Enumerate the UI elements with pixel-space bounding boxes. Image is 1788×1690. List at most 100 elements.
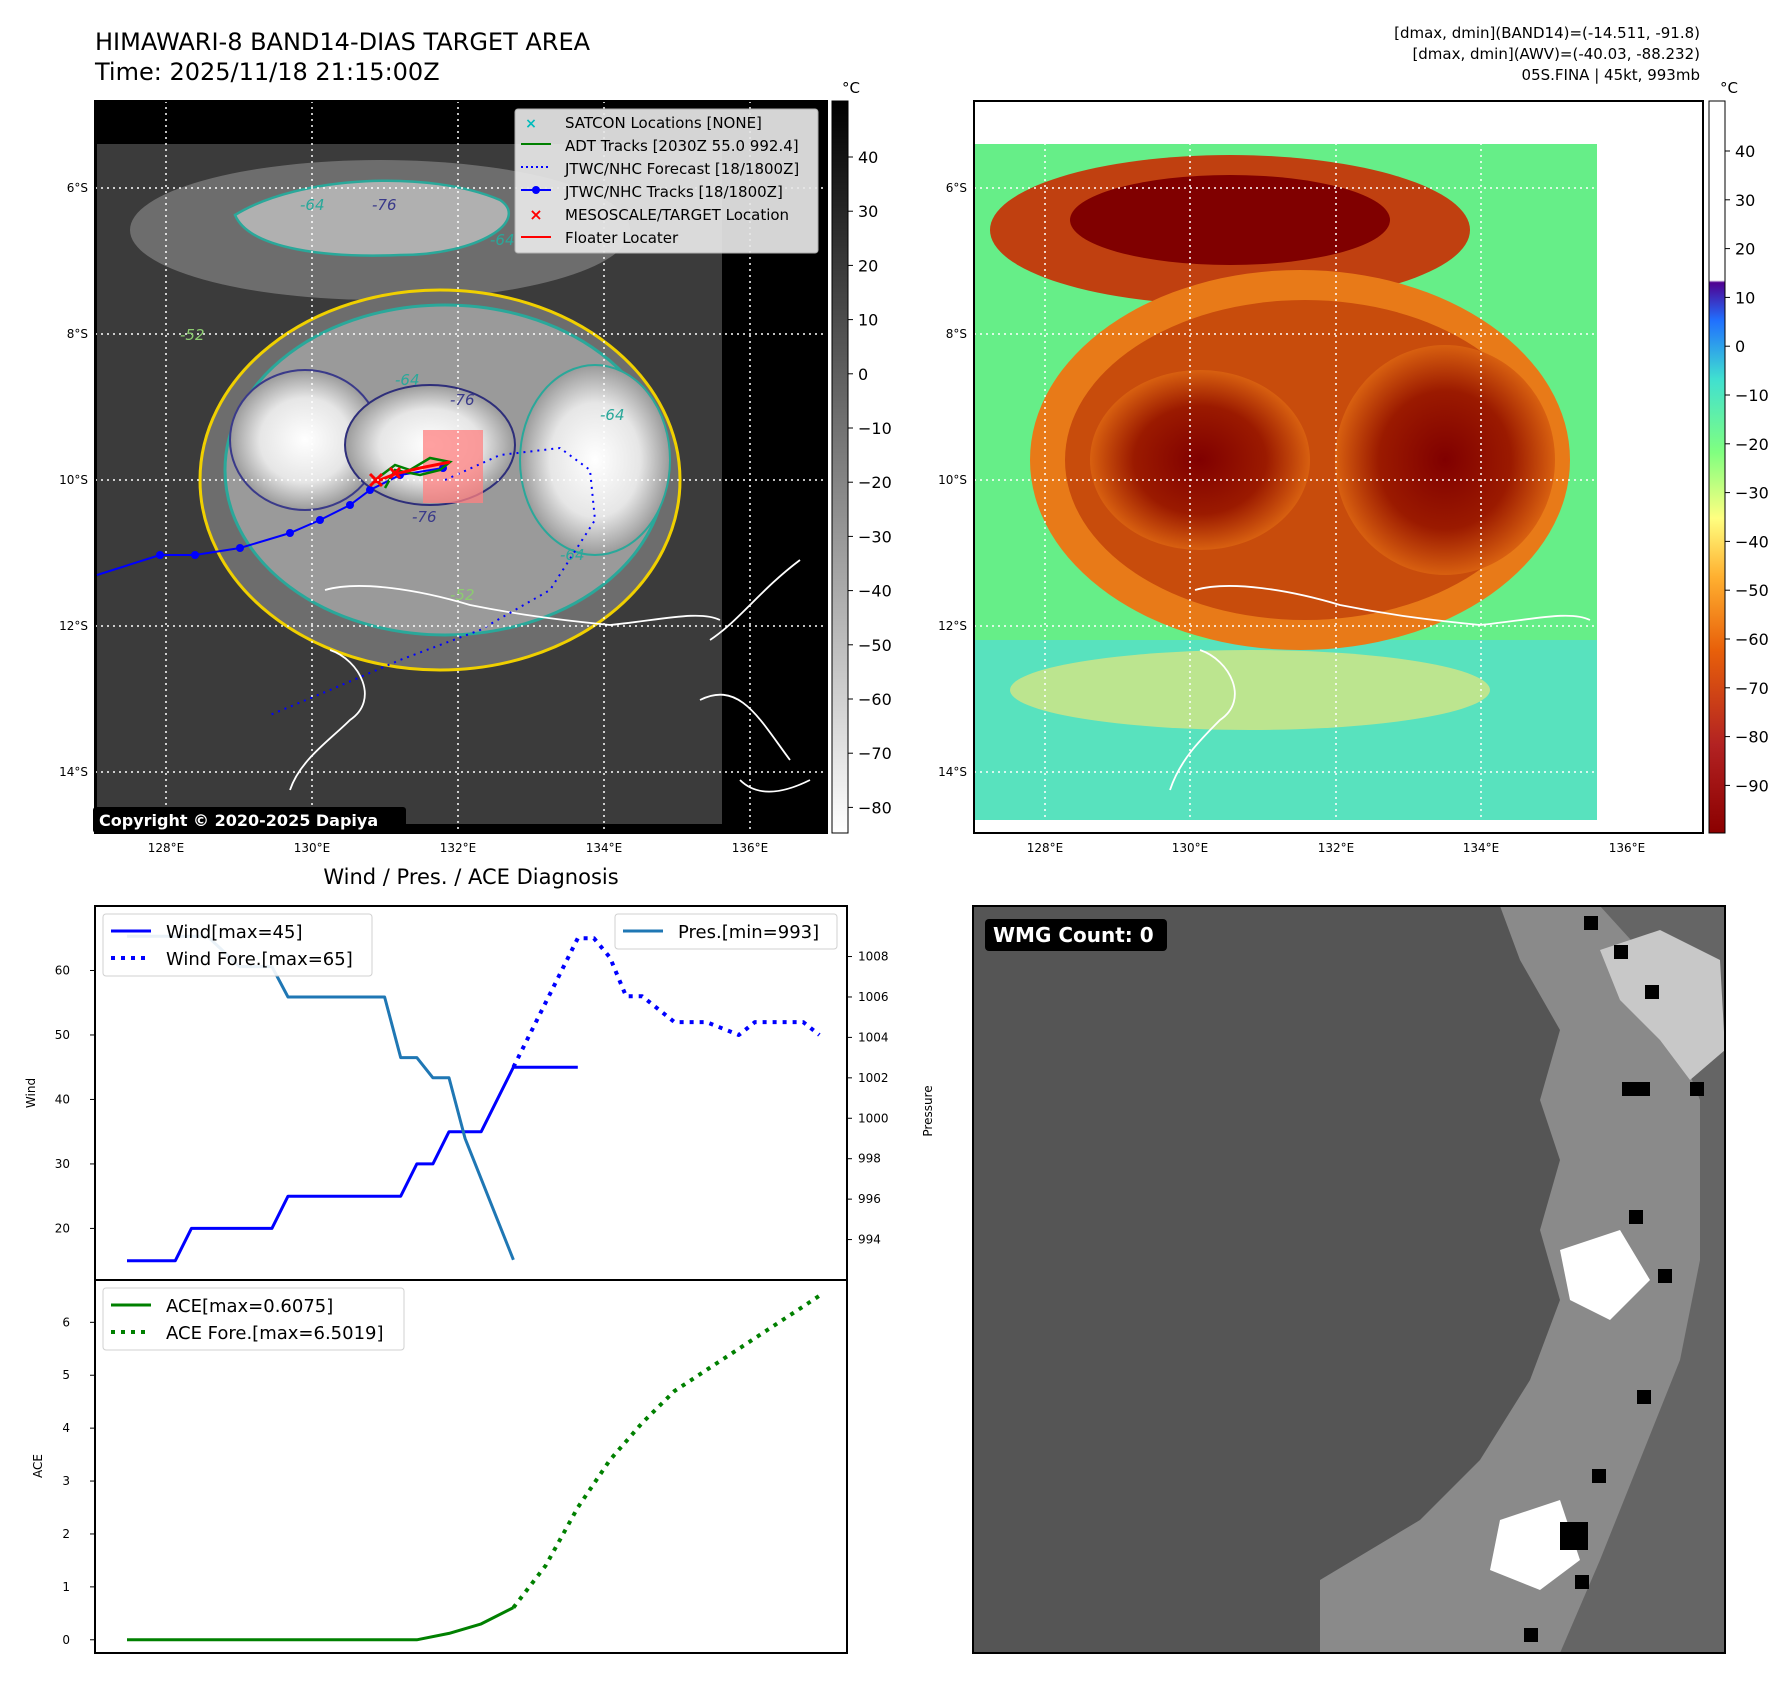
contour-label: -64 (560, 546, 585, 564)
y-tick-label: 40 (55, 1092, 70, 1106)
y-tick-label: 2 (62, 1527, 70, 1541)
colorbar-tick-label: −90 (1735, 776, 1769, 795)
colorbar-tick-label: −10 (858, 419, 892, 438)
y-tick-label: 5 (62, 1368, 70, 1382)
svg-text:10°S: 10°S (938, 473, 967, 487)
svg-text:136°E: 136°E (732, 841, 769, 855)
colorbar-tick-label: −50 (1735, 581, 1769, 600)
svg-text:14°S: 14°S (938, 765, 967, 779)
figure-title: HIMAWARI-8 BAND14-DIAS TARGET AREA (95, 28, 591, 56)
ir-east-cloud-mass (519, 364, 671, 556)
svg-text:128°E: 128°E (1027, 841, 1064, 855)
legend-item-floater: Floater Locater (521, 229, 679, 247)
wind-axis-label: Wind (24, 1078, 38, 1108)
copyright-badge (93, 807, 406, 833)
ir-map-frame (94, 100, 828, 834)
dmax-band14: [dmax, dmin](BAND14)=(-14.511, -91.8) (1394, 24, 1700, 42)
y-tick-label: 994 (858, 1233, 881, 1247)
y-tick-label: 1000 (858, 1111, 889, 1125)
series-line-1 (511, 1294, 821, 1609)
svg-text:132°E: 132°E (1318, 841, 1355, 855)
svg-text:×: × (525, 116, 537, 132)
wind-legend-label: Wind[max=45] (166, 922, 303, 943)
contour-label: -52 (450, 586, 475, 604)
y-tick-label: 1008 (858, 950, 889, 964)
awv-colorbar-unit: °C (1720, 79, 1738, 97)
colorbar-tick-label: −10 (1735, 386, 1769, 405)
ace-axis-label: ACE (31, 1454, 45, 1478)
legend-item-jtwc-forecast: JTWC/NHC Forecast [18/1800Z] (521, 160, 799, 178)
wmg-land-region (1320, 906, 1725, 1653)
map-legend: × SATCON Locations [NONE] ADT Tracks [20… (514, 108, 819, 254)
y-tick-label: 1002 (858, 1071, 889, 1085)
copyright-text: Copyright © 2020-2025 Dapiya (99, 811, 378, 830)
awv-lon-labels: 128°E 130°E 132°E 134°E 136°E (1027, 841, 1646, 855)
colorbar-tick-label: 10 (1735, 288, 1755, 307)
ir-north-contour (233, 179, 510, 257)
svg-text:10°S: 10°S (59, 473, 88, 487)
diagnosis-title: Wind / Pres. / ACE Diagnosis (323, 865, 618, 889)
ir-colorbar-bar (831, 100, 849, 834)
svg-text:130°E: 130°E (294, 841, 331, 855)
ir-contour-labels: -64 -76 -64 -64 -76 -64 -76 -64 -52 -52 (180, 196, 625, 604)
ir-lon-labels: 128°E 130°E 132°E 134°E 136°E (148, 841, 769, 855)
svg-text:12°S: 12°S (938, 619, 967, 633)
dmax-awv: [dmax, dmin](AWV)=(-40.03, -88.232) (1412, 45, 1700, 63)
svg-text:6°S: 6°S (67, 181, 88, 195)
pressure-legend-label: Pres.[min=993] (678, 922, 819, 943)
pressure-legend: Pres.[min=993] (614, 913, 838, 950)
legend-item-mesoscale: × MESOSCALE/TARGET Location (529, 205, 789, 224)
contour-label: -76 (372, 196, 397, 214)
ir-coastline (289, 559, 811, 793)
series-line-0 (127, 1606, 515, 1642)
wind-fore-legend-label: Wind Fore.[max=65] (166, 949, 353, 970)
jtwc-past-track (96, 467, 444, 576)
svg-text:6°S: 6°S (946, 181, 967, 195)
legend-item-satcon: × SATCON Locations [NONE] (525, 114, 762, 132)
y-tick-label: 1 (62, 1580, 70, 1594)
ir-colorbar-ticks: 40 30 20 10 0 −10 −20 −30 −40 −50 −60 −70 −80 (848, 148, 892, 817)
y-tick-label: 1004 (858, 1030, 889, 1044)
svg-text:JTWC/NHC Tracks [18/1800Z]: JTWC/NHC Tracks [18/1800Z] (564, 183, 783, 201)
svg-text:×: × (529, 205, 542, 224)
y-tick-label: 998 (858, 1152, 881, 1166)
ace-plot: 0 1 2 3 4 5 6 (62, 1294, 821, 1647)
awv-lat-labels: 6°S 8°S 10°S 12°S 14°S (938, 181, 967, 779)
contour-label: -64 (490, 231, 515, 249)
y-tick-label: 50 (55, 1028, 70, 1042)
svg-text:JTWC/NHC Forecast [18/1800Z]: JTWC/NHC Forecast [18/1800Z] (564, 160, 799, 178)
colorbar-tick-label: −40 (1735, 532, 1769, 551)
svg-text:MESOSCALE/TARGET Location: MESOSCALE/TARGET Location (565, 206, 789, 224)
wmg-frame (972, 905, 1726, 1654)
y-tick-label: 30 (55, 1157, 70, 1171)
colorbar-tick-label: −70 (858, 744, 892, 763)
colorbar-tick-label: −80 (858, 798, 892, 817)
wind-legend: Wind[max=45] Wind Fore.[max=65] (102, 913, 373, 977)
contour-label: -64 (300, 196, 325, 214)
legend-item-adt: ADT Tracks [2030Z 55.0 992.4] (521, 137, 799, 155)
svg-text:Floater Locater: Floater Locater (565, 229, 679, 247)
svg-text:8°S: 8°S (946, 327, 967, 341)
awv-west-core (1090, 370, 1310, 550)
contour-label: -64 (600, 406, 625, 424)
svg-text:128°E: 128°E (148, 841, 185, 855)
awv-colorbar-bar (1708, 100, 1726, 834)
series-line-1 (511, 936, 821, 1069)
y-tick-label: 4 (62, 1421, 70, 1435)
svg-text:132°E: 132°E (440, 841, 477, 855)
colorbar-tick-label: 40 (1735, 142, 1755, 161)
awv-colorbar: °C 40 30 20 10 0 −10 −20 −30 −40 −50 −60 −70 −80 −90 (1708, 79, 1769, 834)
colorbar-tick-label: −80 (1735, 728, 1769, 747)
ace-panel: ACE 0 1 2 3 4 5 6 ACE[max=0.6075] ACE Fore.[ma… (31, 1279, 848, 1654)
awv-colorbar-ticks: 40 30 20 10 0 −10 −20 −30 −40 −50 −60 −70 −80 −90 (1725, 142, 1769, 795)
y-tick-label: 1006 (858, 990, 889, 1004)
storm-info: 05S.FINA | 45kt, 993mb (1522, 66, 1700, 84)
wmg-count-badge (985, 919, 1167, 951)
wmg-count-label: WMG Count: 0 (993, 923, 1154, 947)
y-tick-label: 0 (62, 1633, 70, 1647)
contour-label: -64 (395, 371, 420, 389)
svg-text:ADT Tracks [2030Z 55.0 992.4]: ADT Tracks [2030Z 55.0 992.4] (565, 137, 799, 155)
colorbar-tick-label: 20 (858, 256, 878, 275)
colorbar-tick-label: −70 (1735, 679, 1769, 698)
